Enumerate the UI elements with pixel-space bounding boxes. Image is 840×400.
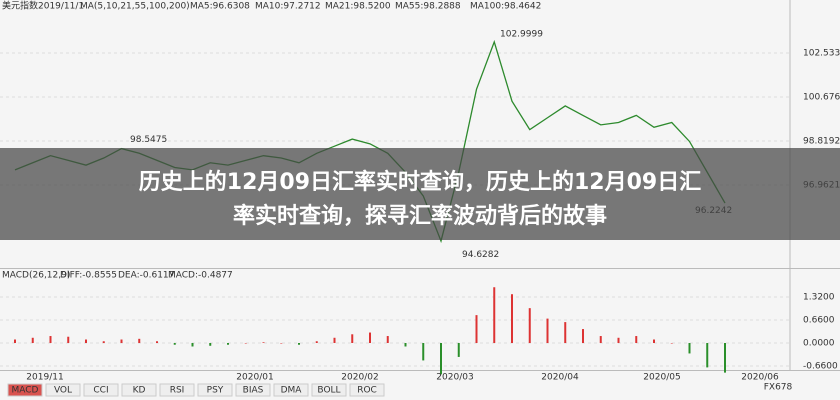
macd-bar	[440, 343, 442, 375]
banner	[0, 148, 840, 240]
macd-bar	[386, 336, 389, 343]
macd-bar	[244, 343, 247, 344]
macd-bar	[138, 338, 141, 343]
macd-bar	[369, 332, 371, 343]
tab-label: BOLL	[317, 386, 340, 396]
macd-bar	[280, 343, 283, 344]
x-tick-label: 2020/03	[436, 373, 473, 383]
tab[interactable]	[311, 383, 347, 397]
tab-label: CCI	[93, 386, 108, 396]
y-tick-label: 0.0000	[803, 339, 835, 349]
macd-bar	[351, 334, 354, 343]
tab-label: MACD	[12, 386, 39, 396]
macd-bar	[457, 343, 460, 357]
price-annotation: 102.9999	[500, 29, 543, 39]
banner-title: 率实时查询，探寻汇率波动背后的故事	[233, 203, 607, 229]
x-tick-label: 2020/06	[741, 373, 779, 383]
macd-bar	[493, 287, 496, 343]
tab-label: DMA	[281, 386, 303, 396]
macd-header: MACD(26,12,9)	[2, 271, 70, 281]
y-tick-label: 0.6600	[803, 315, 835, 325]
tab-label: KD	[133, 386, 146, 396]
tab-label: PSY	[207, 386, 224, 396]
tab[interactable]	[7, 383, 43, 397]
macd-bar	[173, 343, 176, 345]
tab[interactable]	[273, 383, 309, 397]
macd-bar	[653, 339, 655, 343]
y-tick-label: 102.5334	[803, 49, 840, 59]
price-annotation: 94.6282	[462, 250, 499, 260]
macd-bar	[670, 343, 673, 344]
ma-value: MA10:97.2712	[255, 2, 321, 12]
macd-bar	[67, 336, 70, 343]
macd-bar	[528, 308, 531, 343]
macd-bar	[85, 339, 87, 343]
ma-value: MA21:98.5200	[325, 2, 391, 12]
macd-bar	[298, 343, 300, 345]
macd-header: DIFF:-0.8555	[60, 271, 117, 281]
date: 2019/11/1	[38, 2, 84, 12]
tab[interactable]	[45, 383, 81, 397]
divider	[0, 268, 840, 269]
macd-bar	[511, 294, 513, 343]
tab[interactable]	[235, 383, 271, 397]
ma-value: MA5:96.6308	[190, 2, 250, 12]
symbol: 美元指数	[2, 0, 38, 12]
y-tick-label: -0.6600	[803, 362, 838, 372]
macd-bar	[227, 343, 229, 345]
macd-bar	[209, 343, 212, 346]
macd-bar	[599, 336, 602, 343]
ma-value: MA100:98.4642	[470, 2, 541, 12]
macd-bar	[706, 343, 709, 368]
tab-label: ROC	[357, 386, 377, 396]
tab-label: RSI	[170, 386, 185, 396]
tab-label: BIAS	[243, 386, 264, 396]
tab[interactable]	[121, 383, 157, 397]
macd-bar	[262, 342, 265, 343]
macd-bar	[333, 337, 336, 343]
macd-bar	[422, 343, 425, 361]
macd-bar	[191, 343, 194, 347]
ma-label: MA(5,10,21,55,100,200)	[80, 2, 190, 12]
y-tick-label: 1.3200	[803, 292, 835, 302]
x-tick-label: 2020/04	[541, 373, 579, 383]
tab[interactable]	[83, 383, 119, 397]
macd-bar	[404, 343, 407, 347]
price-annotation: 98.5475	[130, 135, 167, 145]
tab[interactable]	[159, 383, 195, 397]
macd-bar	[724, 343, 726, 373]
macd-bar	[635, 336, 638, 343]
macd-bar	[688, 343, 691, 354]
x-tick-label: 2020/05	[643, 373, 680, 383]
x-tick-label: 2020/02	[341, 373, 378, 383]
ma-value: MA55:98.2888	[395, 2, 461, 12]
y-tick-label: 98.8192	[803, 137, 840, 147]
macd-bar	[564, 322, 567, 343]
tab[interactable]	[349, 383, 385, 397]
macd-bar	[31, 337, 34, 343]
macd-bar	[315, 341, 318, 343]
tab[interactable]	[197, 383, 233, 397]
macd-bar	[49, 336, 52, 343]
macd-bar	[617, 337, 620, 343]
divider	[0, 370, 840, 371]
tab-label: VOL	[54, 386, 72, 396]
macd-bar	[582, 329, 584, 343]
macd-bar	[546, 318, 549, 343]
macd-header: MACD:-0.4877	[168, 271, 233, 281]
y-tick-label: 100.6763	[803, 93, 840, 103]
macd-bar	[14, 339, 16, 343]
x-tick-label: 2019/11	[26, 373, 63, 383]
watermark: FX678	[764, 383, 793, 393]
macd-bar	[120, 339, 123, 343]
banner-title: 历史上的12月09日汇率实时查询，历史上的12月09日汇	[139, 169, 701, 195]
macd-bar	[102, 341, 105, 343]
macd-bar	[156, 341, 158, 343]
macd-bar	[475, 315, 478, 343]
x-tick-label: 2020/01	[236, 373, 273, 383]
macd-header: DEA:-0.6117	[118, 271, 174, 281]
